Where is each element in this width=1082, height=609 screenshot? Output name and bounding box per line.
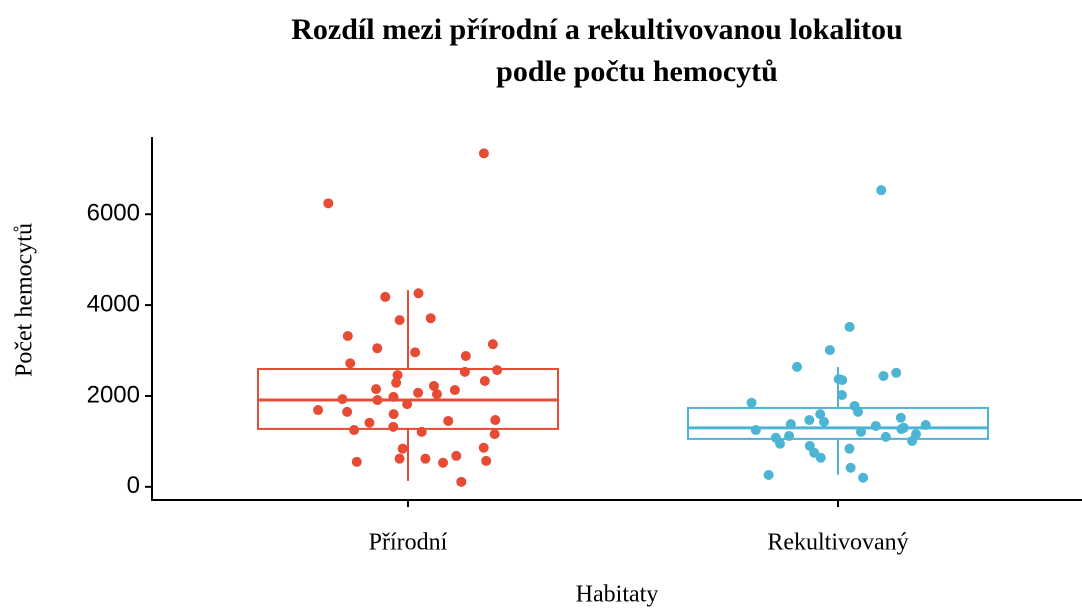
point [380, 291, 391, 302]
point [487, 339, 498, 350]
point [763, 470, 774, 481]
point [895, 412, 906, 423]
point [456, 476, 467, 487]
point [876, 185, 887, 196]
point [785, 419, 796, 430]
point [907, 435, 918, 446]
point [478, 442, 489, 453]
point [451, 450, 462, 461]
point [750, 425, 761, 436]
y-tick-label: 6000 [87, 200, 140, 227]
point [844, 443, 855, 454]
point [896, 424, 907, 435]
point [394, 315, 405, 326]
point [784, 430, 795, 441]
point [372, 395, 383, 406]
point [479, 375, 490, 386]
point [460, 350, 471, 361]
point [858, 472, 869, 483]
point [489, 429, 500, 440]
point [397, 443, 408, 454]
point [371, 384, 382, 395]
point [372, 343, 383, 354]
point [490, 415, 501, 426]
point [920, 420, 931, 431]
y-tick-label: 0 [127, 472, 140, 499]
y-tick-label: 2000 [87, 381, 140, 408]
point [837, 375, 848, 386]
point [880, 431, 891, 442]
point [870, 420, 881, 431]
point [388, 421, 399, 432]
x-tick-label: Přírodní [369, 530, 448, 556]
point [388, 391, 399, 402]
point [337, 394, 348, 405]
point [428, 380, 439, 391]
point [449, 385, 460, 396]
point [438, 457, 449, 468]
point [878, 370, 889, 381]
point [342, 406, 353, 417]
point [443, 415, 454, 426]
point [388, 409, 399, 420]
chart-title: Rozdíl mezi přírodní a rekultivovanou lo… [291, 13, 902, 46]
point [425, 313, 436, 324]
x-axis-label: Habitaty [576, 582, 659, 608]
chart-title: podle počtu hemocytů [496, 55, 778, 88]
point [313, 405, 324, 416]
point [478, 148, 489, 159]
point [392, 370, 403, 381]
point [844, 321, 855, 332]
point [345, 358, 356, 369]
point [394, 453, 405, 464]
point [402, 399, 413, 410]
point [836, 390, 847, 401]
point [349, 425, 360, 436]
point [815, 452, 826, 463]
point [342, 330, 353, 341]
point [323, 198, 334, 209]
point [410, 347, 421, 358]
point [845, 462, 856, 473]
point [804, 415, 815, 426]
point [891, 367, 902, 378]
point [481, 455, 492, 466]
point [431, 389, 442, 400]
x-tick-label: Rekultivovaný [767, 530, 908, 556]
point [420, 453, 431, 464]
point [459, 366, 470, 377]
point [413, 387, 424, 398]
point [364, 417, 375, 428]
y-tick-label: 4000 [87, 290, 140, 317]
point [792, 361, 803, 372]
point [492, 365, 503, 376]
point [824, 345, 835, 356]
point [391, 377, 402, 388]
point [819, 416, 830, 427]
y-axis-label: Počet hemocytů [12, 223, 38, 377]
point [351, 456, 362, 467]
point [853, 406, 864, 417]
point [413, 288, 424, 299]
point [416, 426, 427, 437]
point [746, 397, 757, 408]
point [815, 409, 826, 420]
point [775, 438, 786, 449]
box [687, 406, 989, 440]
point [856, 426, 867, 437]
